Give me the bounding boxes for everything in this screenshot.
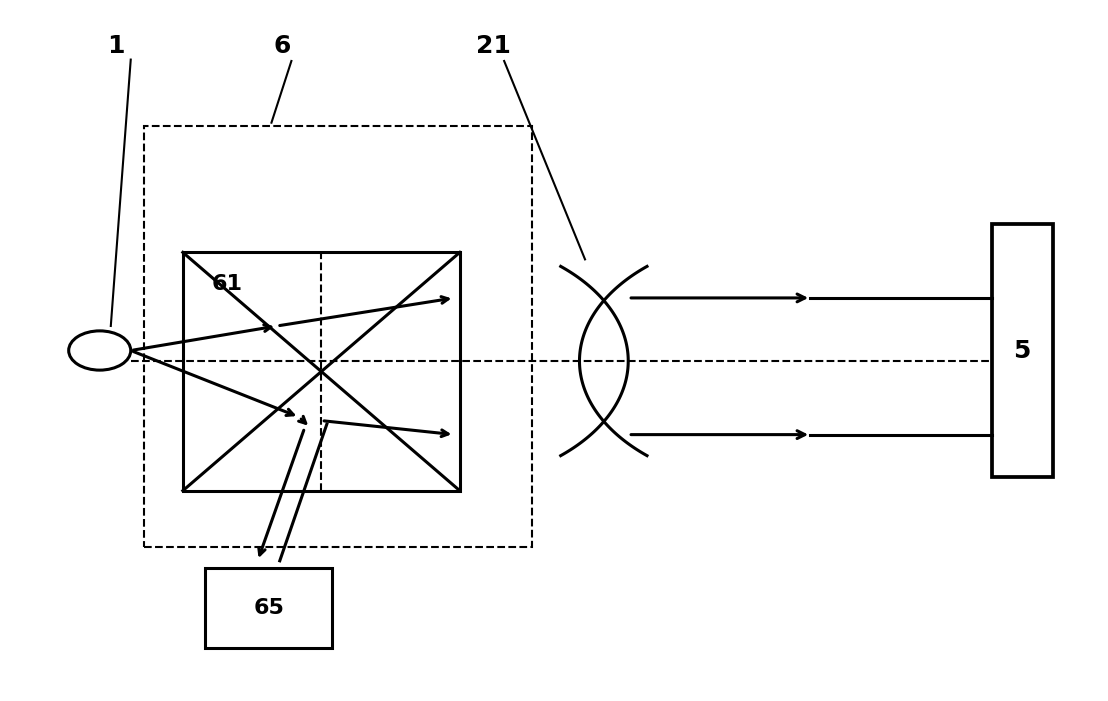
Bar — [183, 252, 460, 491]
Bar — [992, 224, 1053, 477]
Text: 1: 1 — [107, 34, 125, 57]
Text: 5: 5 — [1014, 339, 1030, 362]
Text: 21: 21 — [475, 34, 511, 57]
Text: 61: 61 — [212, 274, 243, 294]
Bar — [205, 568, 332, 648]
Text: 65: 65 — [254, 598, 284, 618]
Bar — [144, 126, 532, 547]
Text: 6: 6 — [274, 34, 291, 57]
